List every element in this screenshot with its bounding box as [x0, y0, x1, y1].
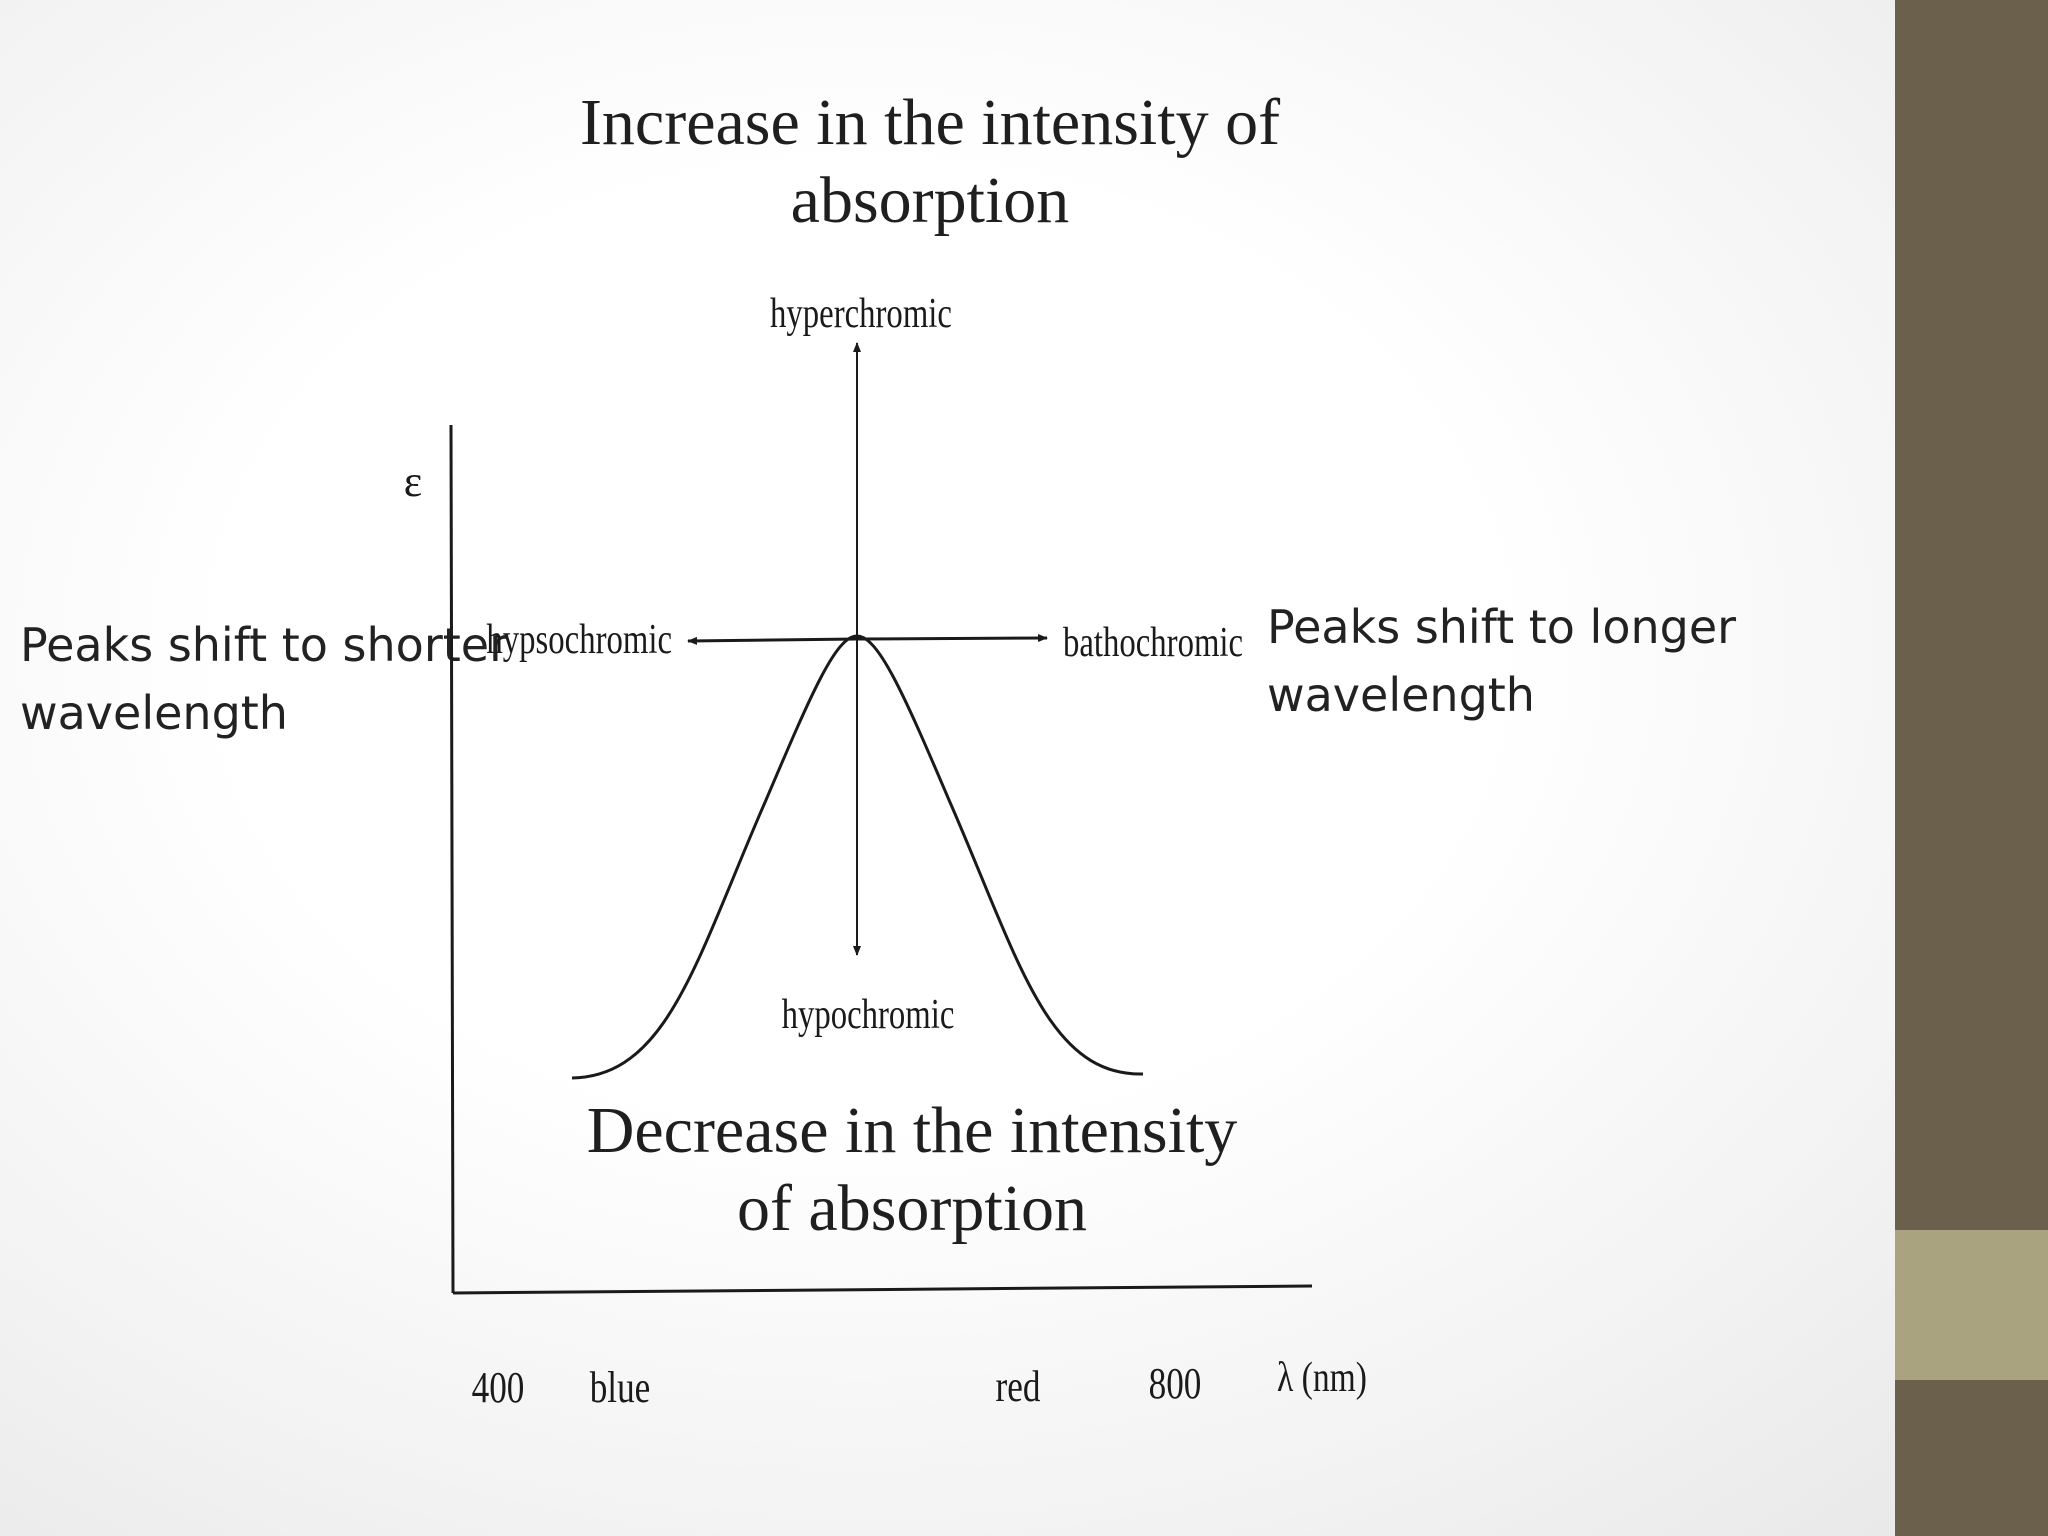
bathochromic-label: bathochromic	[1063, 619, 1243, 666]
decrease-caption: Decrease in the intensity of absorption	[512, 1092, 1312, 1248]
decrease-caption-line1: Decrease in the intensity	[586, 1094, 1238, 1167]
hypsochromic-arrow	[687, 636, 858, 645]
decrease-caption-line2: of absorption	[736, 1172, 1088, 1245]
x-axis	[452, 1284, 1313, 1295]
shorter-note-line1: Peaks shift to shorter	[20, 618, 508, 672]
sidebar-accent-block	[1895, 1230, 2048, 1380]
y-axis	[449, 424, 455, 1294]
x-axis-symbol: λ (nm)	[1277, 1355, 1367, 1401]
bathochromic-arrow	[856, 634, 1048, 643]
hypochromic-label: hypochromic	[782, 991, 955, 1038]
hyperchromic-label: hyperchromic	[770, 290, 952, 337]
tick-label-400: 400	[472, 1362, 525, 1412]
y-axis-symbol: ε	[404, 457, 422, 506]
increase-caption-line2: absorption	[790, 164, 1070, 237]
longer-note-line1: Peaks shift to longer	[1267, 600, 1737, 654]
shorter-wavelength-note: Peaks shift to shorter wavelength	[20, 611, 508, 747]
tick-label-blue: blue	[590, 1362, 651, 1412]
increase-caption: Increase in the intensity of absorption	[530, 84, 1330, 240]
longer-wavelength-note: Peaks shift to longer wavelength	[1267, 593, 1736, 729]
tick-label-red: red	[996, 1361, 1041, 1411]
tick-label-800: 800	[1149, 1358, 1202, 1408]
hypsochromic-label: hypsochromic	[486, 616, 672, 663]
longer-note-line2: wavelength	[1267, 668, 1535, 722]
increase-caption-line1: Increase in the intensity of	[579, 86, 1281, 159]
shorter-note-line2: wavelength	[20, 686, 288, 740]
